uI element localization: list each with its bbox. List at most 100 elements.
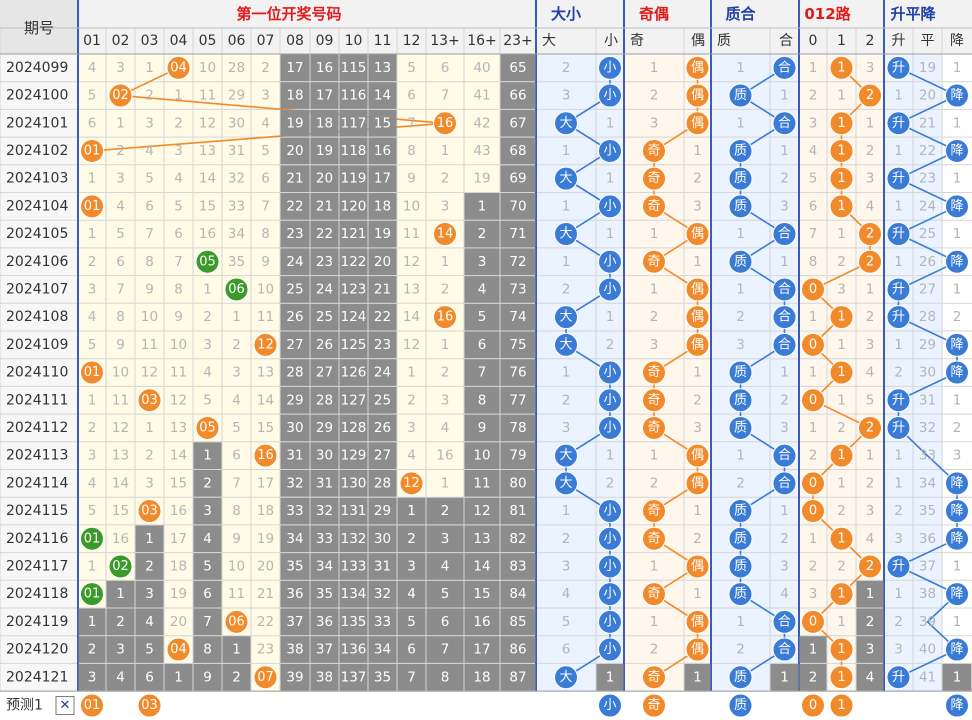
omission-cell: 4 bbox=[809, 143, 818, 159]
ball-label: 降 bbox=[950, 143, 963, 158]
draw-ball bbox=[554, 332, 578, 357]
omission-cell: 7 bbox=[407, 115, 416, 131]
period-cell: 2024103 bbox=[6, 171, 68, 187]
omission-cell: 2 bbox=[562, 60, 571, 76]
omission-cell: 77 bbox=[509, 392, 526, 408]
draw-ball bbox=[945, 499, 969, 524]
omission-cell: 33 bbox=[316, 531, 333, 547]
ball-label: 奇 bbox=[647, 364, 660, 380]
draw-ball bbox=[829, 360, 854, 385]
column-header: 平 bbox=[921, 33, 935, 49]
ball-label: 小 bbox=[603, 393, 616, 408]
omission-cell: 133 bbox=[341, 558, 367, 574]
omission-cell: 122 bbox=[341, 254, 367, 270]
omission-cell: 3 bbox=[693, 420, 702, 436]
omission-cell: 1 bbox=[894, 586, 903, 602]
omission-cell: 9 bbox=[478, 420, 487, 436]
omission-cell: 25 bbox=[374, 392, 391, 408]
omission-cell: 5 bbox=[809, 171, 818, 187]
omission-cell: 8 bbox=[232, 503, 241, 519]
column-header: 08 bbox=[286, 33, 304, 49]
omission-cell: 123 bbox=[341, 281, 367, 297]
omission-cell: 34 bbox=[374, 642, 391, 658]
omission-cell: 4 bbox=[203, 531, 212, 547]
omission-cell: 29 bbox=[286, 392, 303, 408]
ball-label: 小 bbox=[603, 559, 616, 574]
ball-label: 01 bbox=[84, 143, 101, 158]
omission-cell: 19 bbox=[374, 226, 391, 242]
omission-cell: 121 bbox=[341, 226, 367, 242]
period-header: 期号 bbox=[24, 19, 54, 37]
ball-label: 04 bbox=[170, 642, 187, 657]
forecast-close-button[interactable] bbox=[55, 696, 75, 716]
omission-cell: 29 bbox=[316, 420, 333, 436]
draw-ball bbox=[598, 194, 622, 219]
omission-cell: 3 bbox=[650, 337, 659, 353]
omission-cell: 41 bbox=[919, 669, 936, 685]
column-header: 13+ bbox=[430, 33, 460, 49]
omission-cell: 2 bbox=[809, 448, 818, 464]
omission-cell: 37 bbox=[316, 642, 333, 658]
period-cell: 2024117 bbox=[6, 558, 68, 574]
omission-cell: 9 bbox=[203, 669, 212, 685]
ball-label: 质 bbox=[734, 143, 747, 158]
omission-cell: 1 bbox=[203, 281, 212, 297]
draw-ball bbox=[772, 471, 797, 496]
omission-cell: 1 bbox=[866, 586, 875, 602]
draw-ball bbox=[554, 443, 578, 468]
draw-ball bbox=[685, 443, 710, 468]
omission-cell: 1 bbox=[562, 198, 571, 214]
ball-label: 奇 bbox=[647, 198, 660, 214]
draw-ball bbox=[772, 305, 797, 330]
omission-cell: 1 bbox=[606, 171, 615, 187]
ball-label: 偶 bbox=[691, 227, 704, 242]
omission-cell: 3 bbox=[88, 281, 97, 297]
omission-cell: 38 bbox=[286, 642, 303, 658]
ball-label: 升 bbox=[892, 420, 905, 435]
omission-cell: 22 bbox=[286, 198, 303, 214]
omission-cell: 9 bbox=[407, 171, 416, 187]
ball-label: 大 bbox=[559, 670, 572, 685]
ball-label: 质 bbox=[734, 531, 747, 546]
ball-label: 02 bbox=[112, 88, 129, 103]
period-cell: 2024101 bbox=[6, 115, 68, 131]
omission-cell: 3 bbox=[88, 448, 97, 464]
ball-label: 奇 bbox=[647, 530, 660, 546]
omission-cell: 17 bbox=[257, 475, 274, 491]
omission-cell: 1 bbox=[866, 281, 875, 297]
omission-cell: 4 bbox=[88, 60, 97, 76]
draw-ball bbox=[829, 111, 854, 136]
ball-label: 16 bbox=[437, 116, 454, 131]
column-header: 小 bbox=[604, 33, 618, 49]
draw-ball bbox=[598, 637, 622, 662]
omission-cell: 1 bbox=[441, 337, 450, 353]
ball-label: 奇 bbox=[647, 503, 660, 519]
ball-label: 小 bbox=[603, 531, 616, 546]
omission-cell: 33 bbox=[374, 614, 391, 630]
omission-cell: 20 bbox=[316, 171, 333, 187]
omission-cell: 1 bbox=[953, 669, 962, 685]
omission-cell: 1 bbox=[837, 88, 846, 104]
ball-label: 小 bbox=[603, 365, 616, 380]
omission-cell: 10 bbox=[473, 448, 490, 464]
ball-label: 大 bbox=[559, 448, 572, 463]
omission-cell: 83 bbox=[509, 558, 526, 574]
omission-cell: 25 bbox=[919, 226, 936, 242]
omission-cell: 35 bbox=[919, 503, 936, 519]
omission-cell: 1 bbox=[837, 392, 846, 408]
ball-label: 0 bbox=[809, 282, 817, 297]
omission-cell: 1 bbox=[894, 88, 903, 104]
omission-cell: 23 bbox=[257, 642, 274, 658]
period-cell: 2024112 bbox=[6, 420, 68, 436]
draw-ball bbox=[728, 138, 753, 163]
omission-cell: 4 bbox=[203, 365, 212, 381]
omission-cell: 10 bbox=[170, 337, 187, 353]
omission-cell: 86 bbox=[509, 642, 526, 658]
omission-cell: 2 bbox=[562, 531, 571, 547]
omission-cell: 3 bbox=[736, 337, 745, 353]
omission-cell: 13 bbox=[112, 448, 129, 464]
omission-cell: 3 bbox=[780, 558, 789, 574]
omission-cell: 5 bbox=[145, 642, 154, 658]
ball-label: 奇 bbox=[647, 170, 660, 186]
